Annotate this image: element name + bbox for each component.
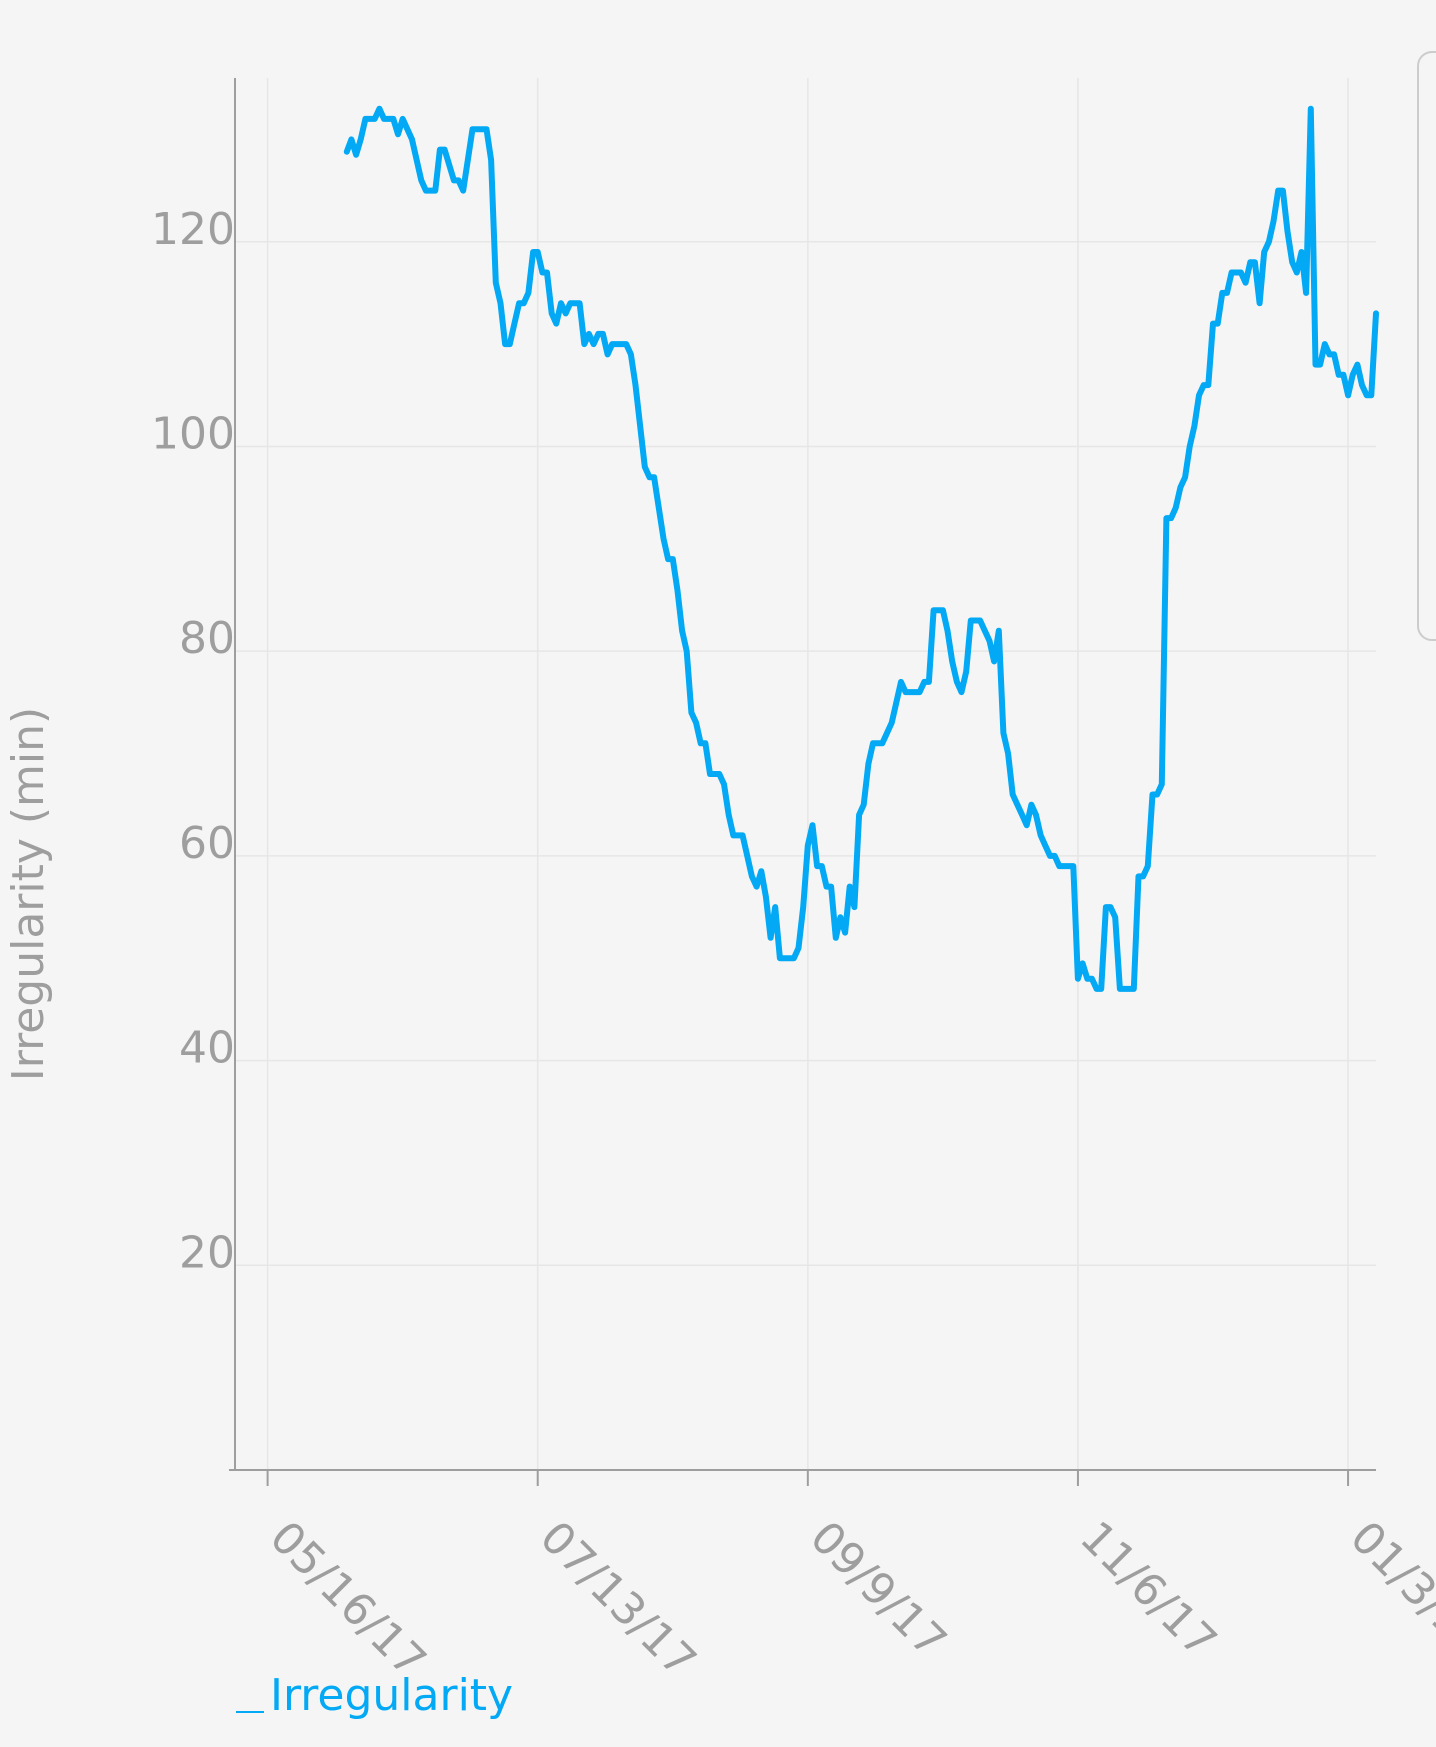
y-tick-label: 40 [179, 1023, 235, 1074]
x-tick-label: 09/9/17 [800, 1512, 956, 1668]
x-axis-ticks: 05/16/17 07/13/17 09/9/17 11/6/17 01/3/18 [260, 1470, 1436, 1688]
chart-series [343, 105, 1379, 992]
y-axis-title: Irregularity (min) [3, 707, 54, 1081]
y-tick-label: 60 [179, 818, 235, 869]
legend-label: Irregularity [270, 1670, 513, 1721]
y-tick-label: 120 [151, 204, 235, 255]
x-tick-label: 05/16/17 [260, 1512, 436, 1688]
chart-grid [235, 78, 1376, 1470]
y-tick-label: 80 [179, 613, 235, 664]
chart-axes [229, 78, 1376, 1471]
y-axis-ticks: 20 40 60 80 100 120 [151, 204, 235, 1279]
series-line-irregularity [343, 105, 1379, 992]
y-tick-label: 20 [179, 1227, 235, 1278]
legend-tooltip-box [1417, 51, 1436, 641]
x-tick-label: 07/13/17 [530, 1512, 706, 1688]
legend: Irregularity [236, 1670, 513, 1721]
y-tick-label: 100 [151, 408, 235, 459]
x-tick-label: 11/6/17 [1070, 1512, 1226, 1668]
x-tick-label: 01/3/18 [1340, 1512, 1436, 1668]
